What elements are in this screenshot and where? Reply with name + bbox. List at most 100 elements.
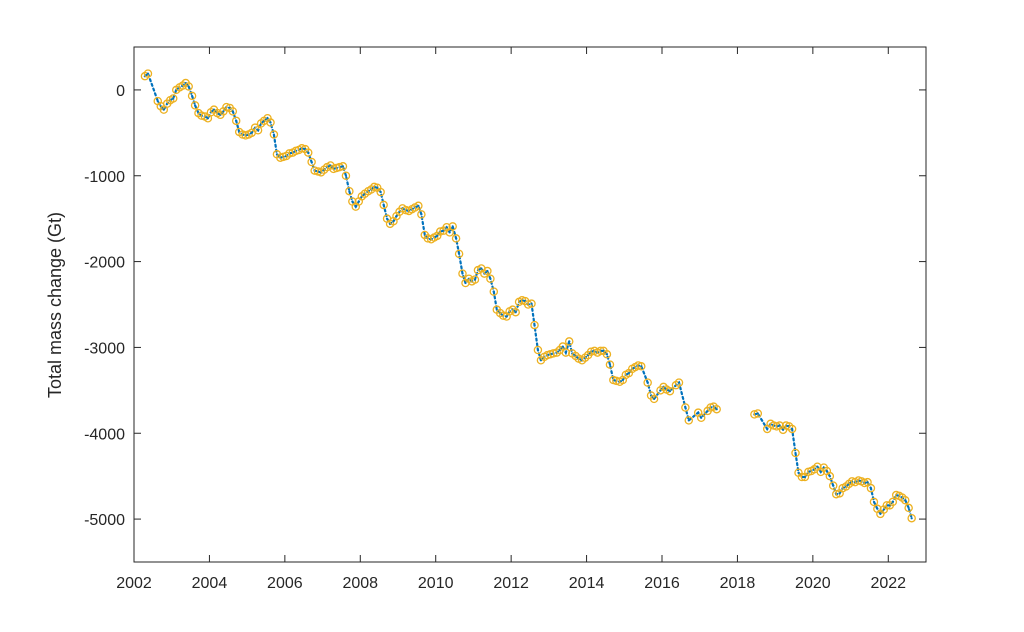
data-point xyxy=(530,320,539,330)
data-point-center xyxy=(162,108,165,111)
data-point-center xyxy=(803,475,807,479)
data-point xyxy=(828,481,838,490)
data-point-center xyxy=(652,397,656,401)
data-point-center xyxy=(206,117,210,120)
data-point-center xyxy=(344,174,348,177)
data-point-center xyxy=(348,190,351,193)
data-point xyxy=(753,409,763,418)
data-point xyxy=(228,107,238,116)
data-point-center xyxy=(457,252,461,255)
data-point-center xyxy=(307,151,310,154)
y-tick-label: -2000 xyxy=(84,255,125,272)
data-point-center xyxy=(357,200,360,203)
data-point-center xyxy=(385,217,389,220)
data-point-center xyxy=(608,363,612,366)
data-point-center xyxy=(872,500,876,504)
x-tick-label: 2014 xyxy=(569,575,605,592)
y-axis: 0 -1000 -2000 -3000 -4000 -5000 xyxy=(84,83,926,529)
data-point xyxy=(888,497,898,507)
data-point xyxy=(184,82,193,91)
y-tick-label: -3000 xyxy=(84,340,125,357)
data-point-center xyxy=(700,416,703,419)
data-point-center xyxy=(530,302,533,305)
data-point-center xyxy=(256,129,260,132)
data-point xyxy=(338,162,348,171)
x-tick-label: 2012 xyxy=(493,575,529,592)
data-point-center xyxy=(866,481,869,484)
data-point xyxy=(901,495,910,505)
data-point-center xyxy=(492,290,495,293)
data-point xyxy=(448,222,457,231)
data-point-center xyxy=(797,471,800,474)
data-point-center xyxy=(756,412,759,415)
x-tick-label: 2008 xyxy=(342,575,378,592)
data-point-center xyxy=(876,507,879,510)
data-point-center xyxy=(448,231,451,234)
data-point-center xyxy=(891,500,894,504)
data-point-center xyxy=(417,204,420,207)
data-point xyxy=(602,350,612,359)
data-point xyxy=(190,101,200,110)
data-point-center xyxy=(480,267,483,270)
data-point xyxy=(527,299,536,308)
y-axis-label: Total mass change (Gt) xyxy=(45,212,65,398)
data-point xyxy=(489,287,499,296)
data-point-center xyxy=(697,411,700,414)
data-point-center xyxy=(379,190,382,194)
data-point-center xyxy=(351,200,354,203)
data-point-center xyxy=(269,121,272,124)
data-point-center xyxy=(231,110,234,113)
data-point xyxy=(168,94,178,103)
data-point-center xyxy=(190,94,194,98)
data-point-center xyxy=(825,469,828,473)
data-point xyxy=(712,404,721,414)
data-point-center xyxy=(794,451,797,455)
plot-area xyxy=(133,46,927,563)
data-point xyxy=(253,126,263,135)
data-point xyxy=(564,337,574,346)
data-point-center xyxy=(646,381,649,384)
data-point-center xyxy=(838,492,841,495)
data-point-center xyxy=(715,408,718,411)
data-point xyxy=(143,69,153,78)
data-point xyxy=(266,118,275,127)
y-tick-label: -4000 xyxy=(84,426,125,443)
data-point xyxy=(231,116,241,126)
data-point-center xyxy=(536,348,540,352)
data-point xyxy=(307,157,316,167)
data-point xyxy=(341,171,351,180)
data-point-center xyxy=(486,269,489,273)
data-point xyxy=(787,424,797,434)
data-point xyxy=(414,201,423,211)
data-point-center xyxy=(445,226,448,229)
data-point-center xyxy=(687,419,690,422)
y-tick-label: -5000 xyxy=(84,512,125,529)
data-point-center xyxy=(420,213,423,216)
y-tick-label: 0 xyxy=(116,83,125,100)
data-point-center xyxy=(677,381,681,384)
data-point-center xyxy=(910,517,913,520)
data-point-center xyxy=(505,315,508,318)
data-point xyxy=(376,187,385,197)
data-point-center xyxy=(819,470,822,473)
x-tick-label: 2022 xyxy=(870,575,906,592)
data-point xyxy=(869,497,879,507)
data-point-center xyxy=(791,427,794,431)
x-tick-label: 2010 xyxy=(418,575,454,592)
data-point xyxy=(451,234,461,243)
data-point-center xyxy=(489,277,492,280)
data-point-center xyxy=(621,378,624,382)
data-point-center xyxy=(266,117,269,120)
x-tick-label: 2020 xyxy=(795,575,831,592)
data-point xyxy=(684,416,694,425)
data-point xyxy=(605,360,615,369)
data-point xyxy=(696,413,706,423)
data-point-center xyxy=(272,133,276,136)
data-point-center xyxy=(146,72,150,75)
data-point-center xyxy=(382,203,385,207)
data-point xyxy=(483,266,492,276)
data-point xyxy=(345,186,354,196)
data-point xyxy=(303,148,313,157)
data-point-center xyxy=(832,484,835,487)
data-point-center xyxy=(310,160,313,164)
